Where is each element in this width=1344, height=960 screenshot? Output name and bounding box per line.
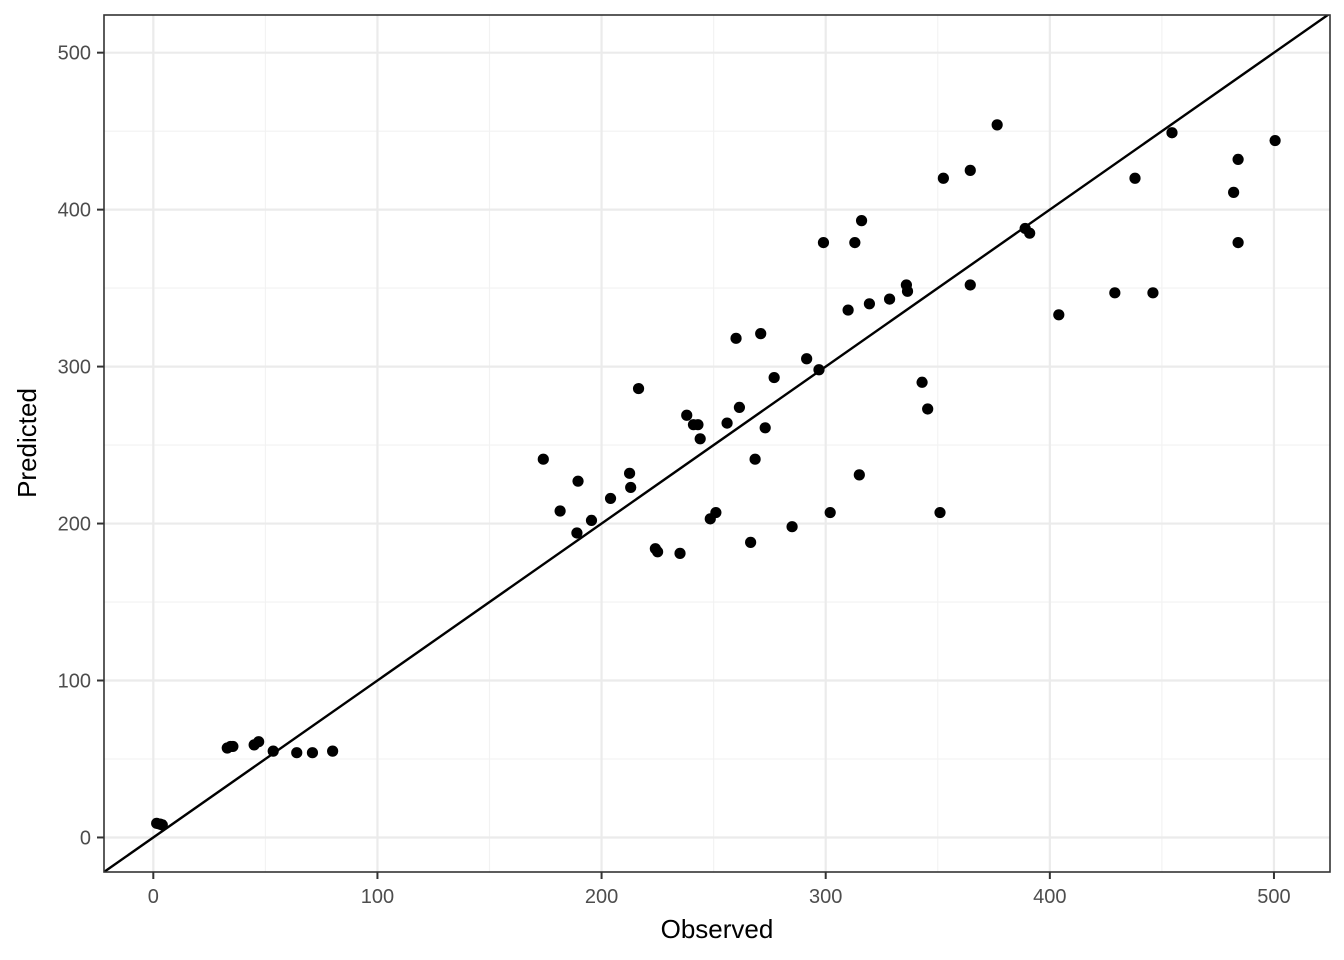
x-tick-label: 200: [585, 886, 618, 908]
data-point: [227, 740, 239, 753]
y-axis-ticks: 0 100 200 300 400 500: [58, 43, 104, 849]
data-point: [824, 506, 836, 519]
y-tick-label: 300: [58, 357, 91, 379]
data-point: [786, 521, 798, 533]
data-point: [674, 547, 686, 559]
panel-border: [103, 14, 1331, 873]
data-point: [710, 506, 722, 519]
y-tick-label: 500: [58, 43, 91, 65]
data-point: [853, 469, 865, 481]
data-point: [749, 453, 761, 465]
data-point: [801, 353, 813, 365]
data-point: [768, 371, 780, 384]
data-point: [964, 279, 976, 291]
data-point: [759, 422, 771, 434]
data-point: [253, 736, 265, 748]
data-point: [554, 505, 566, 517]
data-point: [694, 433, 706, 445]
data-point: [1166, 127, 1178, 139]
data-point: [721, 417, 733, 429]
data-point: [1024, 227, 1036, 239]
data-point: [964, 164, 976, 176]
data-point: [537, 453, 549, 465]
data-point: [692, 419, 704, 431]
minor-gridlines: [104, 15, 1330, 872]
data-point: [306, 747, 319, 759]
y-axis-title: Predicted: [12, 388, 42, 498]
data-point: [842, 304, 854, 316]
data-point: [922, 403, 934, 415]
data-point: [1129, 172, 1141, 184]
data-point: [813, 364, 825, 376]
data-point: [916, 376, 928, 388]
data-point: [730, 332, 742, 344]
data-point: [585, 514, 598, 527]
x-tick-label: 100: [361, 886, 394, 908]
data-point: [849, 236, 861, 249]
data-point: [817, 236, 830, 249]
y-tick-label: 400: [58, 200, 91, 222]
data-point: [571, 527, 583, 539]
major-gridlines: [104, 15, 1330, 872]
data-point: [652, 546, 664, 558]
data-point: [1228, 186, 1240, 198]
data-point: [1232, 153, 1244, 166]
data-point: [267, 745, 279, 757]
data-point: [1109, 287, 1121, 299]
data-point: [572, 475, 584, 487]
data-point: [1232, 236, 1244, 249]
data-point: [632, 382, 645, 395]
data-points: [151, 119, 1281, 831]
data-point: [937, 172, 949, 184]
data-point: [1269, 134, 1281, 147]
x-tick-label: 500: [1257, 886, 1290, 908]
data-point: [991, 119, 1003, 131]
data-point: [291, 747, 303, 759]
data-point: [745, 536, 757, 548]
y-tick-label: 200: [58, 514, 91, 536]
y-tick-label: 0: [80, 827, 91, 849]
x-axis-title: Observed: [661, 914, 774, 944]
data-point: [863, 298, 876, 310]
x-tick-label: 400: [1033, 886, 1066, 908]
data-point: [327, 745, 339, 757]
data-point: [156, 819, 168, 831]
data-point: [1053, 309, 1065, 321]
data-point: [604, 492, 617, 505]
data-point: [623, 467, 636, 479]
x-axis-ticks: 0 100 200 300 400 500: [148, 872, 1291, 908]
data-point: [625, 481, 637, 494]
data-point: [855, 215, 868, 227]
data-point: [755, 328, 767, 340]
data-point: [901, 285, 914, 297]
data-point: [934, 506, 946, 519]
x-tick-label: 300: [809, 886, 842, 908]
data-point: [1147, 287, 1159, 299]
y-tick-label: 100: [58, 671, 91, 693]
data-point: [681, 409, 693, 421]
x-tick-label: 0: [148, 886, 159, 908]
data-point: [883, 293, 896, 305]
data-point: [733, 401, 746, 413]
